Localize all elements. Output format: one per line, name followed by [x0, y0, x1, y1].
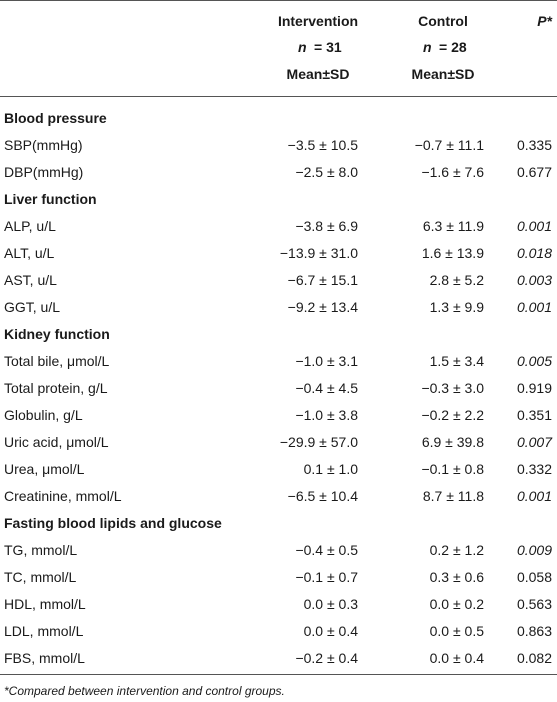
- p-value: 0.919: [516, 380, 552, 396]
- intervention-value: −0.1 ± 0.7: [295, 569, 358, 585]
- p-value: 0.058: [516, 569, 552, 585]
- intervention-value: −13.9 ± 31.0: [279, 245, 358, 261]
- p-value: 0.003: [516, 272, 552, 288]
- intervention-value: −0.2 ± 0.4: [295, 650, 358, 666]
- intervention-value: −6.5 ± 10.4: [287, 488, 358, 504]
- row-label: Urea, μmol/L: [4, 461, 85, 477]
- intervention-value: 0.0 ± 0.3: [303, 596, 358, 612]
- control-value: 0.3 ± 0.6: [429, 569, 484, 585]
- p-value: 0.863: [516, 623, 552, 639]
- section-title: Blood pressure: [4, 110, 107, 126]
- control-value: −0.2 ± 2.2: [421, 407, 484, 423]
- control-value: −0.1 ± 0.8: [421, 461, 484, 477]
- top-rule: [0, 0, 557, 1]
- p-value: 0.677: [516, 164, 552, 180]
- intervention-value: −0.4 ± 0.5: [295, 542, 358, 558]
- bottom-rule: [0, 674, 557, 675]
- footnote: *Compared between intervention and contr…: [4, 684, 285, 698]
- intervention-value: −3.8 ± 6.9: [295, 218, 358, 234]
- p-value: 0.082: [516, 650, 552, 666]
- row-label: ALP, u/L: [4, 218, 56, 234]
- control-value: −0.3 ± 3.0: [421, 380, 484, 396]
- p-value: 0.001: [516, 488, 552, 504]
- p-value: 0.563: [516, 596, 552, 612]
- n-symbol: n: [423, 39, 432, 55]
- row-label: GGT, u/L: [4, 299, 61, 315]
- intervention-value: 0.1 ± 1.0: [303, 461, 358, 477]
- p-value: 0.007: [516, 434, 552, 450]
- p-value: 0.332: [516, 461, 552, 477]
- control-value: 1.5 ± 3.4: [429, 353, 484, 369]
- intervention-value: 0.0 ± 0.4: [303, 623, 358, 639]
- row-label: Globulin, g/L: [4, 407, 83, 423]
- control-value: 2.8 ± 5.2: [429, 272, 484, 288]
- control-value: 0.0 ± 0.4: [429, 650, 484, 666]
- intervention-value: −1.0 ± 3.8: [295, 407, 358, 423]
- row-label: TG, mmol/L: [4, 542, 78, 558]
- intervention-value: −6.7 ± 15.1: [287, 272, 358, 288]
- control-value: 0.2 ± 1.2: [429, 542, 484, 558]
- row-label: Uric acid, μmol/L: [4, 434, 109, 450]
- p-value: 0.335: [516, 137, 552, 153]
- header-rule: [0, 96, 557, 97]
- row-label: SBP(mmHg): [4, 137, 83, 153]
- row-label: AST, u/L: [4, 272, 57, 288]
- row-label: Creatinine, mmol/L: [4, 488, 122, 504]
- control-value: 1.6 ± 13.9: [421, 245, 484, 261]
- section-title: Fasting blood lipids and glucose: [4, 515, 222, 531]
- p-value: 0.001: [516, 299, 552, 315]
- control-value: 0.0 ± 0.5: [429, 623, 484, 639]
- p-value: 0.001: [516, 218, 552, 234]
- p-value: 0.009: [516, 542, 552, 558]
- row-label: TC, mmol/L: [4, 569, 77, 585]
- section-title: Kidney function: [4, 326, 110, 342]
- row-label: Total protein, g/L: [4, 380, 108, 396]
- control-value: 1.3 ± 9.9: [429, 299, 484, 315]
- intervention-value: −9.2 ± 13.4: [287, 299, 358, 315]
- intervention-value: −29.9 ± 57.0: [279, 434, 358, 450]
- control-value: −0.7 ± 11.1: [414, 137, 484, 153]
- intervention-value: −1.0 ± 3.1: [295, 353, 358, 369]
- control-value: 0.0 ± 0.2: [429, 596, 484, 612]
- row-label: Total bile, μmol/L: [4, 353, 110, 369]
- section-title: Liver function: [4, 191, 97, 207]
- p-value: 0.018: [516, 245, 552, 261]
- control-value: −1.6 ± 7.6: [421, 164, 484, 180]
- n-value: = 28: [439, 39, 467, 55]
- intervention-value: −0.4 ± 4.5: [295, 380, 358, 396]
- p-value: 0.351: [516, 407, 552, 423]
- intervention-value: −2.5 ± 8.0: [295, 164, 358, 180]
- p-value: 0.005: [516, 353, 552, 369]
- control-value: 6.3 ± 11.9: [422, 218, 484, 234]
- control-value: 8.7 ± 11.8: [422, 488, 484, 504]
- column-title: Control: [418, 13, 468, 29]
- row-label: FBS, mmol/L: [4, 650, 85, 666]
- row-label: ALT, u/L: [4, 245, 55, 261]
- column-title: Intervention: [277, 13, 359, 29]
- control-value: 6.9 ± 39.8: [421, 434, 484, 450]
- column-stat: Mean±SD: [411, 66, 475, 82]
- intervention-value: −3.5 ± 10.5: [287, 137, 358, 153]
- row-label: HDL, mmol/L: [4, 596, 86, 612]
- row-label: LDL, mmol/L: [4, 623, 84, 639]
- column-stat: Mean±SD: [286, 66, 350, 82]
- p-header: P*: [537, 13, 552, 29]
- n-symbol: n: [298, 39, 307, 55]
- n-value: = 31: [314, 39, 342, 55]
- row-label: DBP(mmHg): [4, 164, 84, 180]
